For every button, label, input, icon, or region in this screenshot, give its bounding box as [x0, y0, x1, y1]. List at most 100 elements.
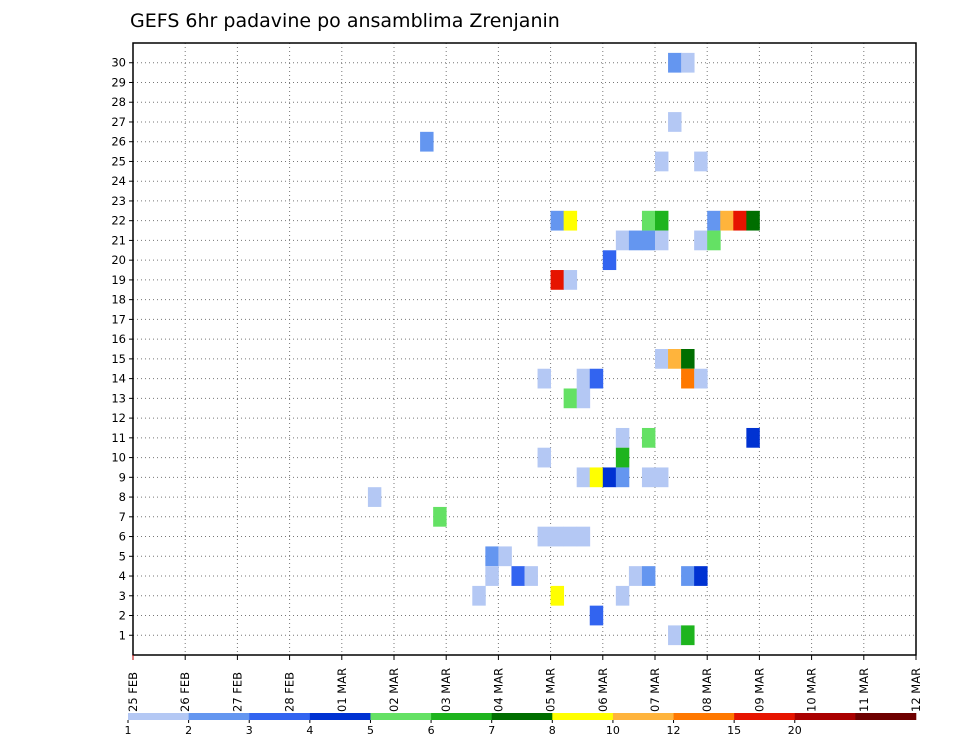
y-tick-label: 24 [111, 174, 126, 188]
precip-cell [655, 467, 669, 488]
colorbar-segment [370, 713, 432, 720]
plot-frame [132, 42, 917, 656]
y-tick-label: 16 [111, 332, 126, 346]
precip-cell [694, 368, 708, 389]
y-tick-label: 28 [111, 95, 126, 109]
colorbar-label: 15 [727, 724, 741, 737]
precip-cell [668, 349, 682, 369]
y-tick-label: 15 [111, 352, 126, 366]
precip-cell [655, 349, 669, 369]
y-tick-label: 5 [119, 549, 126, 563]
precip-cell [602, 467, 617, 488]
y-tick-label: 8 [119, 490, 126, 504]
precip-cell [537, 368, 551, 389]
colorbar-label: 10 [606, 724, 620, 737]
precip-cell [641, 210, 656, 231]
precip-cell [589, 467, 604, 488]
precip-cell [655, 151, 669, 172]
y-tick-label: 13 [111, 391, 126, 405]
y-tick-label: 30 [111, 56, 126, 70]
precip-cell [498, 546, 512, 567]
precip-cell [615, 230, 630, 251]
x-tick-label: 10 MAR [805, 668, 819, 712]
y-tick-label: 14 [111, 372, 126, 386]
colorbar-segment [734, 713, 796, 720]
x-tick-label: 03 MAR [439, 668, 453, 712]
precip-cell [628, 230, 643, 251]
precip-cell [655, 210, 669, 231]
x-tick-label: 01 MAR [335, 668, 349, 712]
precip-cell [694, 151, 708, 172]
precip-cell [550, 210, 565, 231]
precip-cell [628, 566, 643, 586]
colorbar-segment [552, 713, 614, 720]
y-tick-label: 4 [119, 569, 126, 583]
precip-cell [550, 270, 565, 290]
precip-cell [576, 368, 591, 389]
y-tick-label: 7 [119, 510, 126, 524]
y-tick-label: 12 [111, 411, 126, 425]
precip-cell [694, 566, 708, 586]
x-tick-label: 02 MAR [387, 668, 401, 712]
precip-cell [720, 210, 734, 231]
x-tick-label: 12 MAR [909, 668, 923, 712]
y-tick-label: 22 [111, 214, 126, 228]
y-tick-label: 27 [111, 115, 126, 129]
precip-cell [485, 566, 499, 586]
precip-cell [433, 506, 447, 527]
colorbar-segment [188, 713, 250, 720]
precip-cell [589, 605, 604, 626]
x-tick-label: 05 MAR [544, 668, 558, 712]
colorbar-segment [794, 713, 856, 720]
precip-cell [641, 467, 656, 488]
x-tick-label: 08 MAR [700, 668, 714, 712]
y-tick-label: 11 [111, 431, 126, 445]
precip-cell [511, 566, 525, 586]
precip-cell [472, 585, 486, 606]
precip-cell [641, 566, 656, 586]
precip-cell [589, 368, 604, 389]
precip-cell [681, 349, 695, 369]
colorbar-label: 1 [125, 724, 132, 737]
colorbar-segment [673, 713, 735, 720]
y-tick-label: 23 [111, 194, 126, 208]
colorbar-segment [491, 713, 553, 720]
precip-cell [485, 546, 499, 567]
colorbar-label: 8 [549, 724, 556, 737]
precip-cell [420, 131, 434, 152]
y-tick-label: 19 [111, 273, 126, 287]
precip-cell [602, 250, 617, 271]
precip-cell [367, 487, 382, 507]
precip-cell [550, 585, 565, 606]
precip-cell [563, 388, 578, 409]
colorbar-label: 12 [667, 724, 681, 737]
x-tick-label: 25 FEB [126, 672, 140, 712]
y-tick-label: 18 [111, 293, 126, 307]
precip-cell [524, 566, 538, 586]
precip-cell [707, 230, 721, 251]
colorbar-label: 2 [185, 724, 192, 737]
precip-cell [563, 270, 578, 290]
y-tick-label: 3 [119, 589, 126, 603]
colorbar-label: 7 [488, 724, 495, 737]
x-tick-label: 27 FEB [230, 672, 244, 712]
precip-cell [615, 447, 630, 468]
chart-title: GEFS 6hr padavine po ansamblima Zrenjani… [130, 10, 560, 32]
colorbar-label: 6 [428, 724, 435, 737]
precip-cell [681, 368, 695, 389]
colorbar-segment [431, 713, 492, 720]
colorbar-segment [612, 713, 674, 720]
grid-lines [133, 43, 916, 655]
colorbar-label: 20 [788, 724, 802, 737]
y-tick-label: 6 [119, 530, 126, 544]
y-tick-label: 1 [119, 628, 126, 642]
colorbar-segment [855, 713, 917, 720]
precip-cell [615, 467, 630, 488]
colorbar-label: 5 [367, 724, 374, 737]
colorbar-label: 4 [306, 724, 313, 737]
precip-cell [733, 210, 747, 231]
precip-cell [694, 230, 708, 251]
precip-cell [641, 427, 656, 448]
precip-cell [641, 230, 656, 251]
colorbar-segment [309, 713, 371, 720]
